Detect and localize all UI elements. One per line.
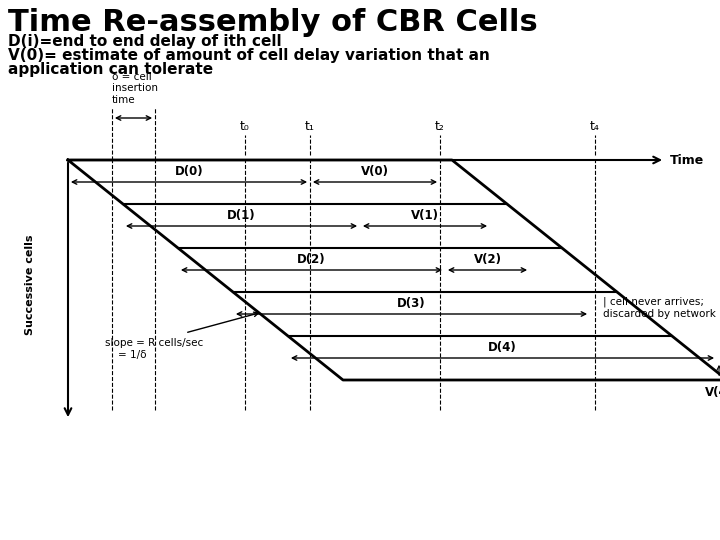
Text: t₂: t₂ [435,120,445,133]
Text: application can tolerate: application can tolerate [8,62,213,77]
Text: t₄: t₄ [590,120,600,133]
Text: D(2): D(2) [297,253,326,266]
Text: V(1): V(1) [411,209,439,222]
Text: D(0): D(0) [175,165,203,178]
Text: Successive cells: Successive cells [25,235,35,335]
Text: t₀: t₀ [240,120,250,133]
Text: D(4): D(4) [488,341,517,354]
Text: V(0)= estimate of amount of cell delay variation that an: V(0)= estimate of amount of cell delay v… [8,48,490,63]
Text: D(1): D(1) [228,209,256,222]
Text: V(4): V(4) [705,386,720,399]
Text: D(i)=end to end delay of ith cell: D(i)=end to end delay of ith cell [8,34,282,49]
Text: δ = cell
insertion
time: δ = cell insertion time [112,72,158,105]
Text: Time Re-assembly of CBR Cells: Time Re-assembly of CBR Cells [8,8,538,37]
Text: | cell never arrives;
discarded by network: | cell never arrives; discarded by netwo… [603,297,716,319]
Text: Time: Time [670,153,704,166]
Text: t₁: t₁ [305,120,315,133]
Text: D(3): D(3) [397,297,426,310]
Text: V(2): V(2) [474,253,502,266]
Text: V(0): V(0) [361,165,389,178]
Text: slope = R cells/sec
    = 1/δ: slope = R cells/sec = 1/δ [105,338,203,360]
